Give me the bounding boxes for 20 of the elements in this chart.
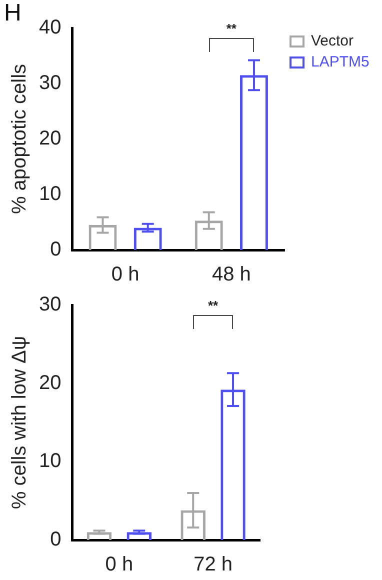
legend-label: Vector <box>311 32 354 50</box>
y-axis-title: % apoptotic cells <box>8 64 31 214</box>
y-tick-label: 10 <box>38 183 62 206</box>
annotation: ** <box>208 298 220 314</box>
x-tick-label: 72 h <box>194 554 233 576</box>
y-tick-label: 0 <box>50 528 62 551</box>
y-tick-label: 20 <box>38 128 62 150</box>
text: H <box>4 0 22 27</box>
y-tick-label: 0 <box>50 238 62 261</box>
annotation: ** <box>226 21 238 36</box>
y-tick-label: 30 <box>38 72 62 94</box>
legend-label: LAPTM5 <box>311 54 370 71</box>
y-tick-label: 40 <box>38 16 62 39</box>
x-tick-label: 0 h <box>105 554 134 576</box>
y-tick-label: 20 <box>38 372 62 394</box>
y-tick-label: 10 <box>38 450 62 472</box>
y-tick-label: 30 <box>38 294 62 316</box>
x-tick-label: 0 h <box>111 264 140 286</box>
y-axis-title: % cells with low Δψ <box>8 336 31 510</box>
x-tick-label: 48 h <box>212 264 251 286</box>
